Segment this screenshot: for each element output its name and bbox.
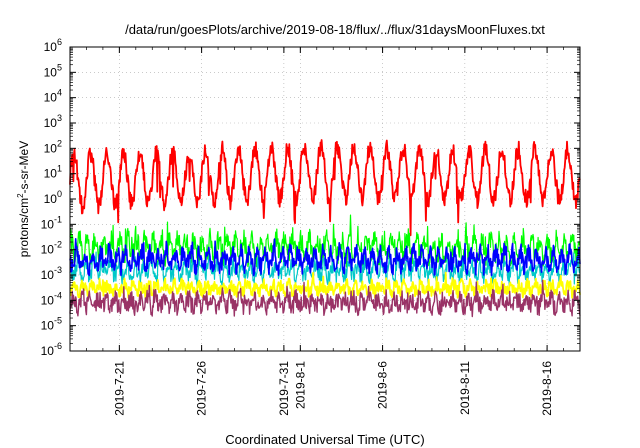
y-tick-label: 10-1 [41,214,62,231]
y-axis-label-rest: -s-sr-MeV [17,141,31,194]
x-tick-label: 2019-8-11 [458,361,472,415]
y-tick-label: 10-6 [41,341,62,358]
y-tick-label: 105 [44,62,62,79]
series-line-3 [69,247,581,287]
y-tick-label: 104 [44,88,62,105]
series-line-5 [69,271,581,300]
x-tick-label: 2019-7-31 [277,361,291,416]
y-tick-label: 10-4 [41,290,62,307]
x-tick-label: 2019-7-26 [195,361,209,416]
chart-title: /data/run/goesPlots/archive/2019-08-18/f… [125,22,545,37]
y-tick-label: 102 [44,138,62,155]
x-tick-label: 2019-8-6 [376,361,390,409]
x-axis-label: Coordinated Universal Time (UTC) [225,432,424,447]
y-tick-label: 10-2 [41,240,62,257]
x-axis: 2019-7-21 2019-7-26 2019-7-31 2019-8-1 2019-… [86,47,564,416]
series-line-4 [69,238,581,277]
y-tick-label: 101 [44,164,62,181]
y-tick-label: 100 [44,189,62,206]
y-tick-label: 106 [44,37,62,54]
series-group [69,139,581,318]
y-tick-label: 103 [44,113,62,130]
y-axis-label-exponent: 2 [16,193,25,198]
x-tick-label: 2019-8-1 [293,361,307,409]
y-axis-label: protons/cm2-s-sr-MeV [16,141,31,257]
y-axis: 10-6 10-5 10-4 10-3 10-2 10-1 100 101 102 103 104 1… [41,37,580,358]
y-tick-label: 10-3 [41,265,62,282]
series-line-1 [69,139,581,237]
x-tick-label: 2019-8-16 [540,361,554,416]
y-axis-label-unit: protons/cm [17,198,31,257]
series-line-6 [69,279,581,318]
y-tick-label: 10-5 [41,316,62,333]
x-tick-label: 2019-7-21 [112,361,126,416]
